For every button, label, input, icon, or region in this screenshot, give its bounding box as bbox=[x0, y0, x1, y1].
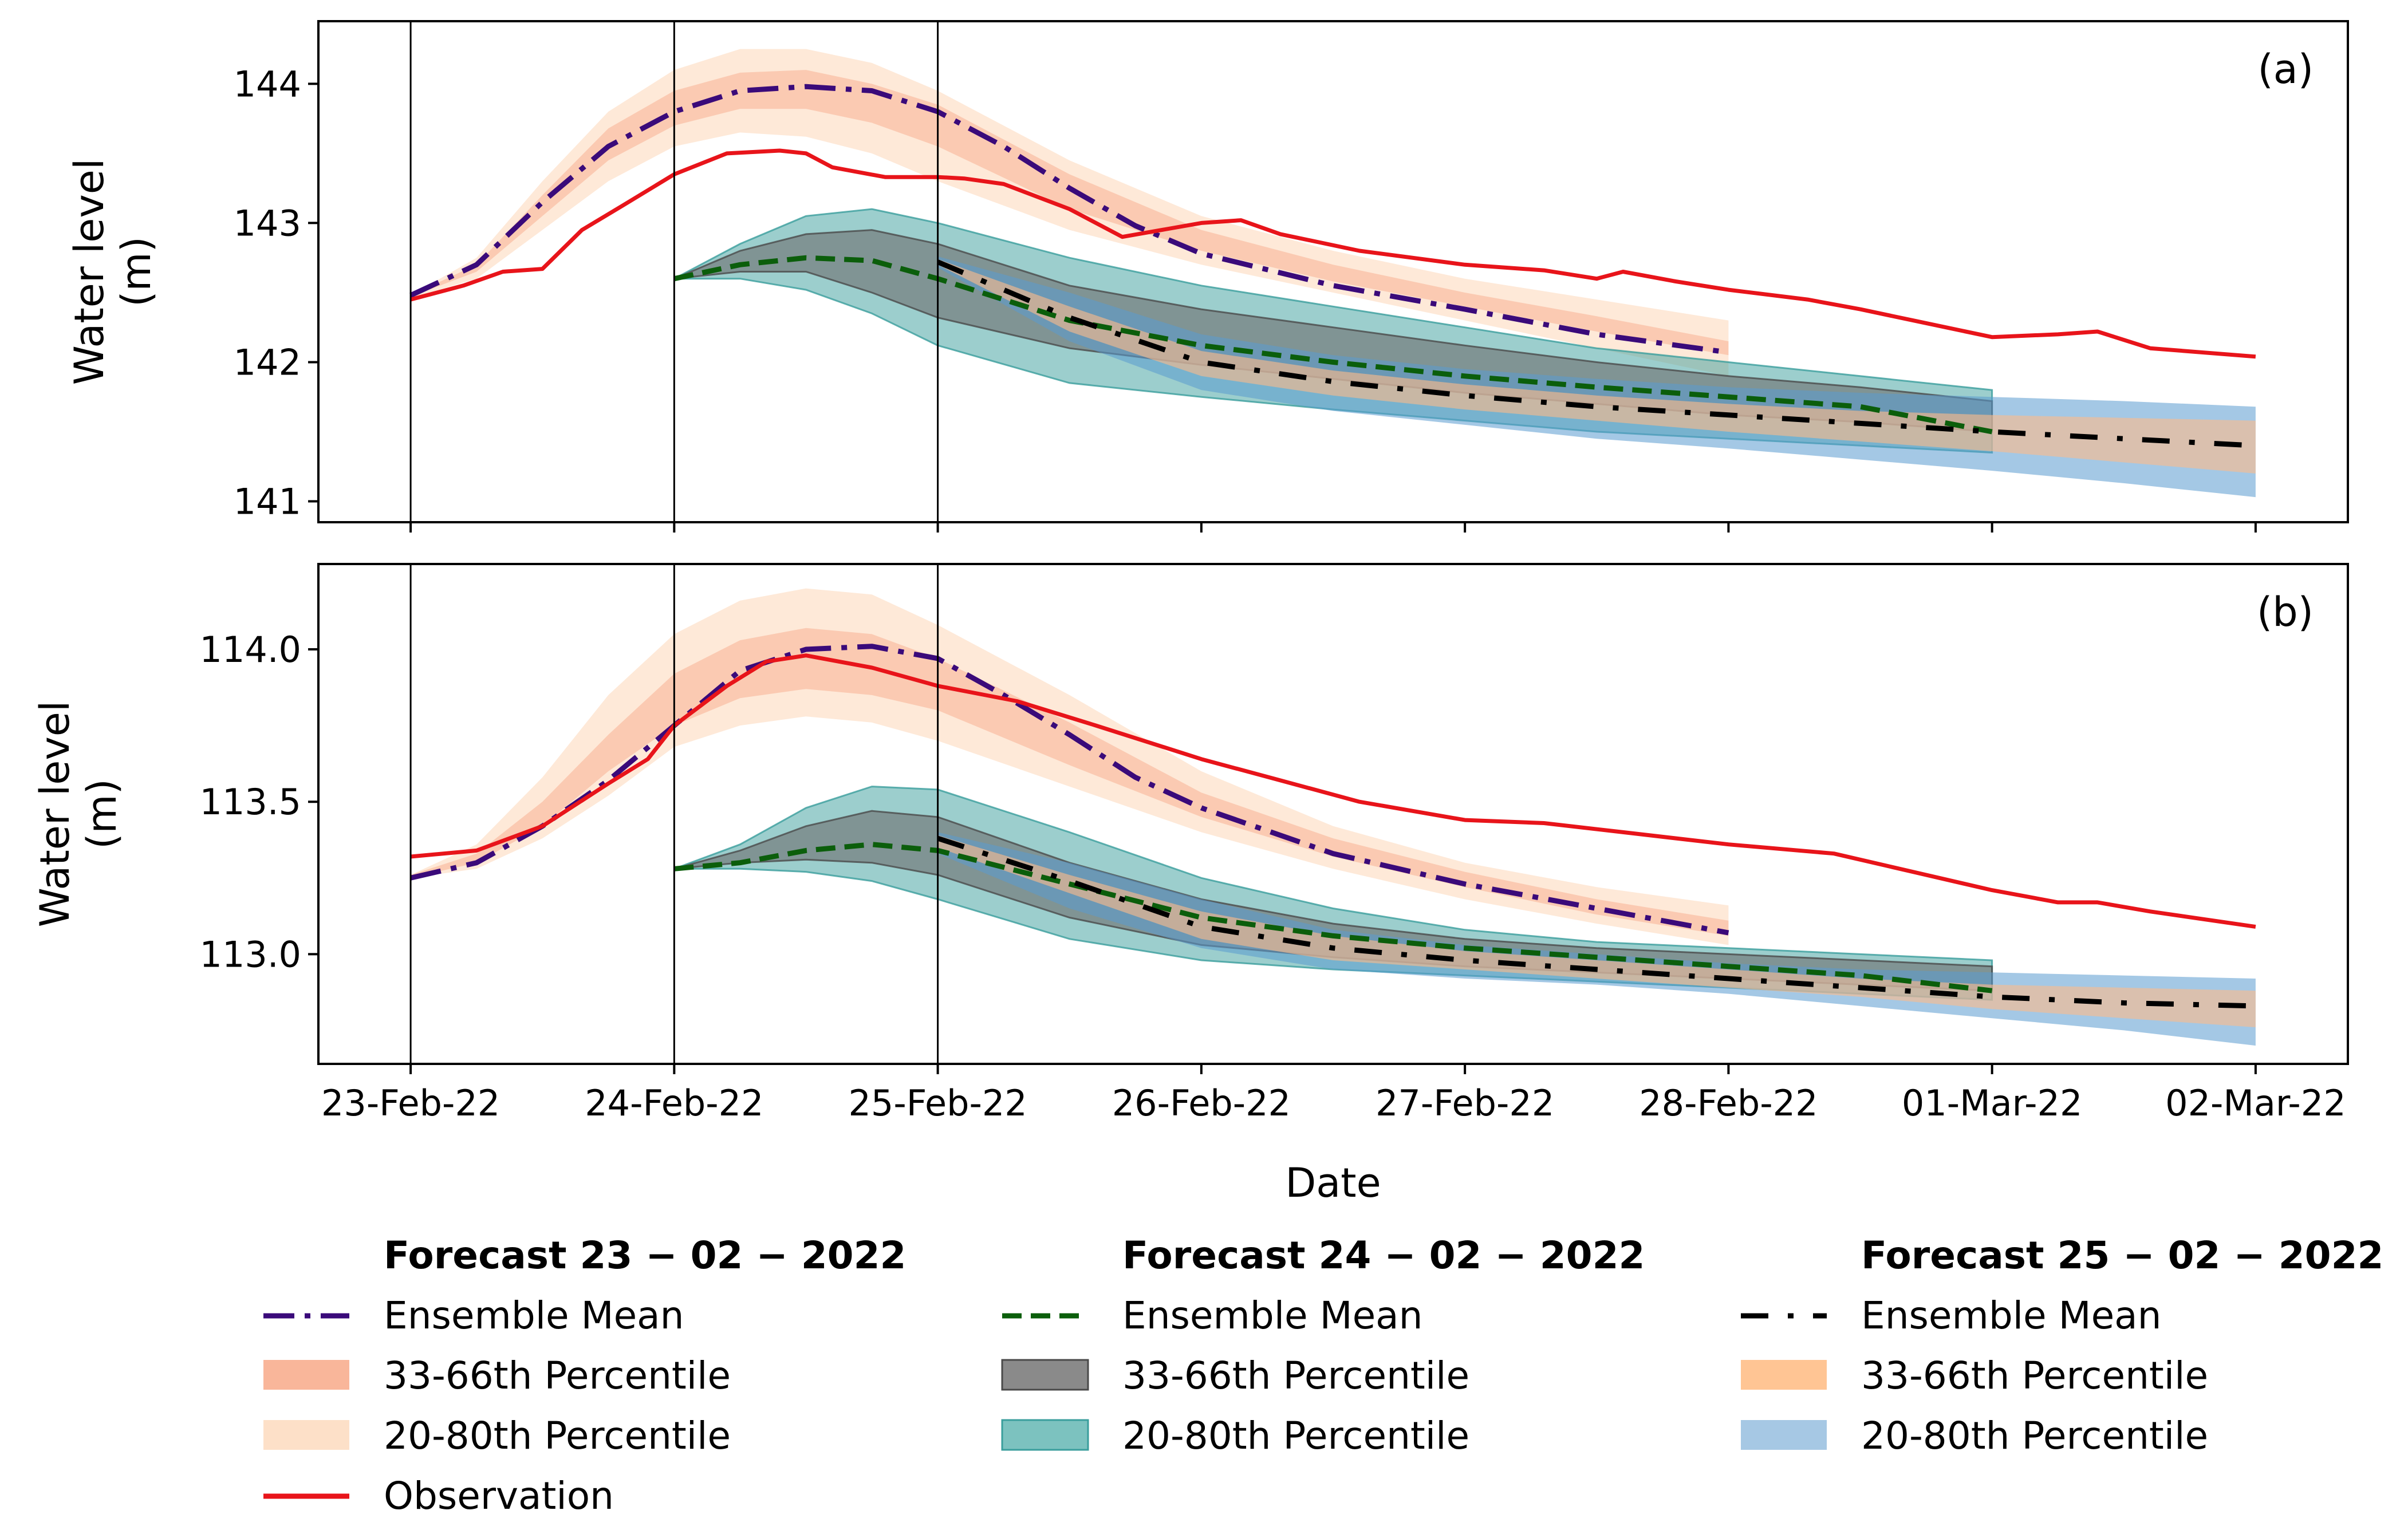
line-f24_mean bbox=[673, 842, 1993, 993]
x-tick-label: 24-Feb-22 bbox=[585, 1082, 763, 1124]
legend: Forecast 23 − 02 − 2022 Ensemble Mean 33-6… bbox=[263, 1233, 2383, 1518]
legend-patch-swatch bbox=[1001, 1359, 1089, 1391]
x-tick-label: 28-Feb-22 bbox=[1639, 1082, 1818, 1124]
legend-group-title: Forecast 25 − 02 − 2022 bbox=[1861, 1233, 2383, 1277]
y-tick-label: 113.0 bbox=[200, 933, 302, 975]
x-tick-label: 27-Feb-22 bbox=[1376, 1082, 1554, 1124]
legend-entry-label: 33-66th Percentile bbox=[384, 1354, 731, 1398]
y-tick-label: 113.5 bbox=[200, 781, 302, 823]
plot-area bbox=[410, 588, 2256, 1046]
legend-patch-swatch bbox=[1741, 1420, 1827, 1450]
y-axis-label: Water level(m) bbox=[66, 159, 160, 385]
legend-entry-label: Observation bbox=[384, 1474, 614, 1518]
x-tick-label: 23-Feb-22 bbox=[321, 1082, 500, 1124]
band-f25_p33_66 bbox=[937, 835, 2256, 1028]
legend-patch-swatch bbox=[263, 1420, 349, 1450]
legend-entry-label: 20-80th Percentile bbox=[1122, 1414, 1469, 1458]
line-observation bbox=[410, 653, 2256, 929]
legend-entry-label: 33-66th Percentile bbox=[1861, 1354, 2208, 1398]
legend-entry-label: Ensemble Mean bbox=[1861, 1294, 2161, 1338]
legend-patch-swatch bbox=[1001, 1419, 1089, 1451]
y-tick-label: 143 bbox=[234, 202, 301, 244]
legend-entry-label: 20-80th Percentile bbox=[384, 1414, 731, 1458]
line-observation bbox=[410, 148, 2256, 359]
legend-entry-label: Ensemble Mean bbox=[384, 1294, 684, 1338]
axes-frame bbox=[317, 20, 2349, 523]
legend-patch-swatch bbox=[1741, 1360, 1827, 1390]
legend-group-title: Forecast 24 − 02 − 2022 bbox=[1122, 1233, 1645, 1277]
x-tick-label: 02-Mar-22 bbox=[2165, 1082, 2346, 1124]
legend-entry-label: 20-80th Percentile bbox=[1861, 1414, 2208, 1458]
y-tick-label: 114.0 bbox=[200, 629, 302, 671]
line-f24_mean bbox=[673, 255, 1993, 435]
plot-area bbox=[409, 49, 2256, 498]
y-tick-label: 144 bbox=[234, 63, 301, 105]
y-tick-label: 142 bbox=[234, 341, 301, 383]
line-f25_mean bbox=[937, 835, 2256, 1009]
axes-frame bbox=[317, 563, 2349, 1065]
y-tick-label: 141 bbox=[234, 481, 301, 523]
x-tick-label: 01-Mar-22 bbox=[1902, 1082, 2083, 1124]
y-axis-label: Water level(m) bbox=[31, 701, 125, 928]
panel-b: 113.0 113.5 114.0 23-Feb-22 24-Feb-22 25-Feb-… bbox=[31, 563, 2349, 1206]
line-f25_mean bbox=[936, 259, 2256, 448]
panel-label: (b) bbox=[2257, 589, 2314, 636]
legend-entry-label: Ensemble Mean bbox=[1122, 1294, 1422, 1338]
legend-group-title: Forecast 23 − 02 − 2022 bbox=[384, 1233, 906, 1277]
band-f23_p33_66 bbox=[411, 70, 1729, 356]
panel-label: (a) bbox=[2257, 46, 2314, 93]
legend-entry-label: 33-66th Percentile bbox=[1122, 1354, 1469, 1398]
x-tick-label: 25-Feb-22 bbox=[848, 1082, 1027, 1124]
band-f23_p20_80 bbox=[411, 49, 1729, 376]
x-tick-label: 26-Feb-22 bbox=[1112, 1082, 1291, 1124]
panel-a: 141 142 143 144 Water level(m) (a) bbox=[66, 20, 2349, 533]
x-axis-label: Date bbox=[1285, 1160, 1381, 1206]
band-f23_p33_66 bbox=[411, 628, 1729, 936]
legend-patch-swatch bbox=[263, 1360, 349, 1390]
